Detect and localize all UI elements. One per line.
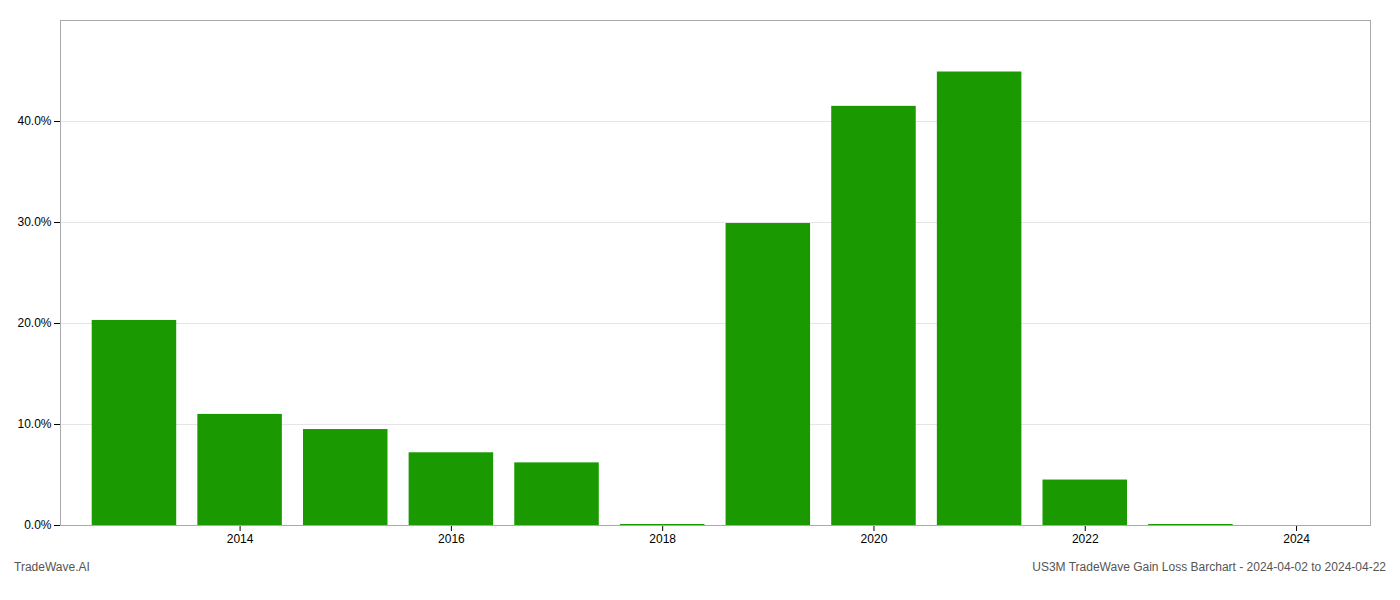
svg-text:0.0%: 0.0%: [24, 518, 52, 532]
svg-text:2016: 2016: [438, 532, 465, 546]
svg-text:2020: 2020: [861, 532, 888, 546]
html-text:US3M TradeWave Gain Loss Barch: US3M TradeWave Gain Loss Barchart - 2024…: [1032, 560, 1386, 574]
svg-text:2018: 2018: [649, 532, 676, 546]
svg-text:30.0%: 30.0%: [17, 215, 51, 229]
svg-text:2024: 2024: [1283, 532, 1310, 546]
svg-text:2022: 2022: [1072, 532, 1099, 546]
svg-text:20.0%: 20.0%: [17, 316, 51, 330]
svg-text:40.0%: 40.0%: [17, 114, 51, 128]
svg-text:2014: 2014: [227, 532, 254, 546]
svg-text:10.0%: 10.0%: [17, 417, 51, 431]
html-text:TradeWave.AI: TradeWave.AI: [14, 560, 90, 574]
